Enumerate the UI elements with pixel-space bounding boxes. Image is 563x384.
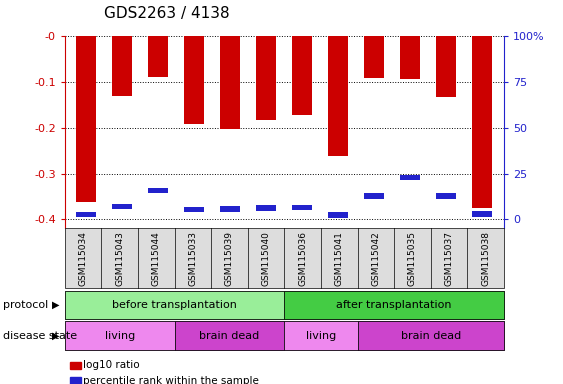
Text: GSM115043: GSM115043	[115, 231, 124, 286]
Text: GSM115044: GSM115044	[152, 231, 160, 286]
Text: GDS2263 / 4138: GDS2263 / 4138	[104, 6, 230, 21]
Text: GSM115038: GSM115038	[481, 231, 490, 286]
Bar	[328, 36, 348, 156]
Bar	[185, 36, 204, 124]
Text: disease state: disease state	[3, 331, 77, 341]
Bar	[436, 193, 456, 199]
Text: GSM115040: GSM115040	[262, 231, 270, 286]
Text: ▶: ▶	[52, 331, 59, 341]
Text: GSM115036: GSM115036	[298, 231, 307, 286]
Text: protocol: protocol	[3, 300, 48, 310]
Text: after transplantation: after transplantation	[336, 300, 452, 310]
Text: living: living	[105, 331, 135, 341]
Bar	[292, 36, 312, 115]
Text: living: living	[306, 331, 336, 341]
Text: percentile rank within the sample: percentile rank within the sample	[83, 376, 258, 384]
Bar	[221, 206, 240, 212]
Bar	[256, 205, 276, 211]
Text: GSM115037: GSM115037	[445, 231, 453, 286]
Text: GSM115042: GSM115042	[372, 231, 380, 286]
Bar	[149, 188, 168, 193]
Text: log10 ratio: log10 ratio	[83, 360, 140, 370]
Bar	[77, 212, 96, 217]
Bar	[472, 36, 492, 208]
Bar	[185, 207, 204, 212]
Bar	[400, 36, 420, 79]
Bar	[113, 36, 132, 96]
Text: ▶: ▶	[52, 300, 59, 310]
Bar	[292, 205, 312, 210]
Bar	[221, 36, 240, 129]
Bar	[149, 36, 168, 77]
Bar	[364, 36, 384, 78]
Bar	[364, 193, 384, 199]
Bar	[472, 211, 492, 217]
Text: brain dead: brain dead	[400, 331, 461, 341]
Text: GSM115035: GSM115035	[408, 231, 417, 286]
Text: GSM115033: GSM115033	[189, 231, 197, 286]
Bar	[400, 175, 420, 180]
Text: brain dead: brain dead	[199, 331, 260, 341]
Text: GSM115039: GSM115039	[225, 231, 234, 286]
Bar	[113, 204, 132, 209]
Bar	[256, 36, 276, 120]
Bar	[328, 212, 348, 218]
Text: before transplantation: before transplantation	[112, 300, 237, 310]
Text: GSM115034: GSM115034	[79, 231, 87, 286]
Bar	[436, 36, 456, 97]
Bar	[77, 36, 96, 202]
Text: GSM115041: GSM115041	[335, 231, 343, 286]
